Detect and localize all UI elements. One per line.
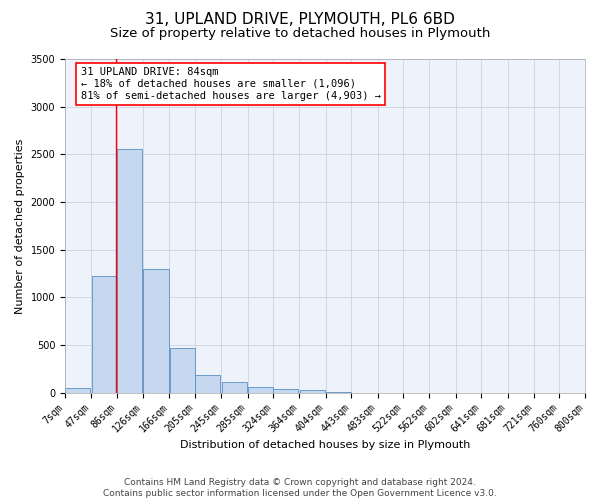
Bar — [248, 388, 273, 392]
Bar — [195, 374, 220, 392]
Y-axis label: Number of detached properties: Number of detached properties — [15, 138, 25, 314]
Bar — [299, 390, 325, 392]
X-axis label: Distribution of detached houses by size in Plymouth: Distribution of detached houses by size … — [180, 440, 470, 450]
Bar — [143, 269, 169, 392]
Bar — [221, 382, 247, 392]
Bar — [274, 390, 298, 392]
Text: 31, UPLAND DRIVE, PLYMOUTH, PL6 6BD: 31, UPLAND DRIVE, PLYMOUTH, PL6 6BD — [145, 12, 455, 28]
Bar — [117, 148, 142, 392]
Text: Size of property relative to detached houses in Plymouth: Size of property relative to detached ho… — [110, 28, 490, 40]
Text: Contains HM Land Registry data © Crown copyright and database right 2024.
Contai: Contains HM Land Registry data © Crown c… — [103, 478, 497, 498]
Bar — [65, 388, 91, 392]
Bar — [92, 276, 116, 392]
Text: 31 UPLAND DRIVE: 84sqm
← 18% of detached houses are smaller (1,096)
81% of semi-: 31 UPLAND DRIVE: 84sqm ← 18% of detached… — [80, 68, 380, 100]
Bar — [170, 348, 195, 393]
